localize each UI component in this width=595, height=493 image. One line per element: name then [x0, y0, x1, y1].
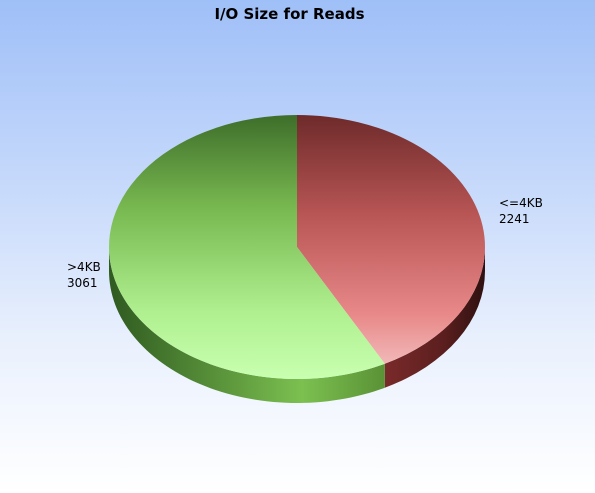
slice-label-value: 2241 — [499, 212, 530, 226]
slice-label-2: >4KB 3061 — [67, 260, 101, 290]
slice-label-1: <=4KB 2241 — [499, 196, 543, 226]
pie-slice-1[interactable] — [297, 115, 485, 364]
slice-label-name: <=4KB — [499, 196, 543, 210]
chart-title: I/O Size for Reads — [214, 5, 365, 23]
slice-label-value: 3061 — [67, 276, 98, 290]
pie-side-2 — [109, 247, 385, 403]
slice-label-name: >4KB — [67, 260, 101, 274]
pie-side-1 — [384, 247, 485, 388]
pie-slice-2[interactable] — [108, 115, 385, 379]
